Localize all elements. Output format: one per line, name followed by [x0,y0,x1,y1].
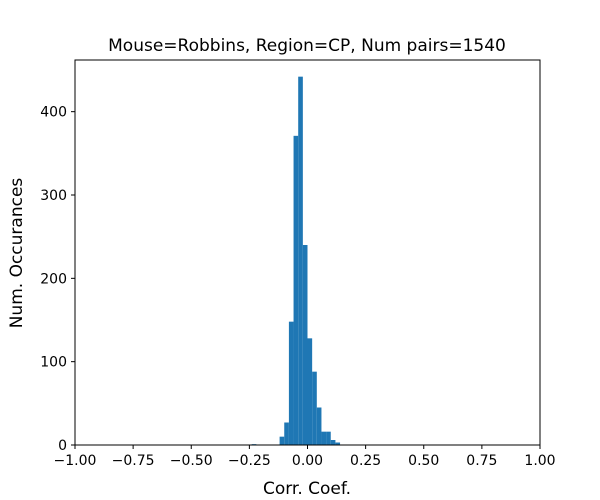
x-tick-label: 0.00 [292,453,323,469]
histogram-bar [316,407,322,445]
histogram-bar [312,371,317,445]
histogram-bar [335,442,341,445]
y-tick-label: 200 [40,271,67,287]
x-tick-label: −0.50 [170,453,213,469]
x-tick-label: 0.75 [466,453,497,469]
x-tick-label: −0.25 [228,453,271,469]
histogram-bars [251,76,341,446]
y-tick-label: 0 [58,438,67,454]
y-axis-ticks: 0 100 200 300 400 [40,105,75,454]
histogram-bar [298,76,303,446]
histogram-bar [293,135,299,446]
x-tick-label: 0.50 [408,453,439,469]
histogram-bar [284,422,289,445]
histogram-bar [326,431,331,445]
x-tick-label: −1.00 [54,453,97,469]
histogram-bar [302,245,308,445]
x-axis-ticks: −1.00 −0.75 −0.50 −0.25 0.00 0.25 0.50 0.75 1.00 [54,445,556,469]
chart-title: Mouse=Robbins, Region=CP, Num pairs=1540 [108,36,506,56]
histogram-bar [321,431,327,445]
histogram-bar [288,321,294,445]
y-tick-label: 400 [40,105,67,121]
x-axis-label: Corr. Coef. [263,479,351,499]
y-tick-label: 100 [40,355,67,371]
histogram-bar [307,338,313,445]
y-axis-label: Num. Occurances [7,178,27,329]
histogram-bar [330,440,336,445]
histogram-bar [279,436,285,445]
x-tick-label: 1.00 [524,453,555,469]
x-tick-label: 0.25 [350,453,381,469]
x-tick-label: −0.75 [112,453,155,469]
y-tick-label: 300 [40,188,67,204]
